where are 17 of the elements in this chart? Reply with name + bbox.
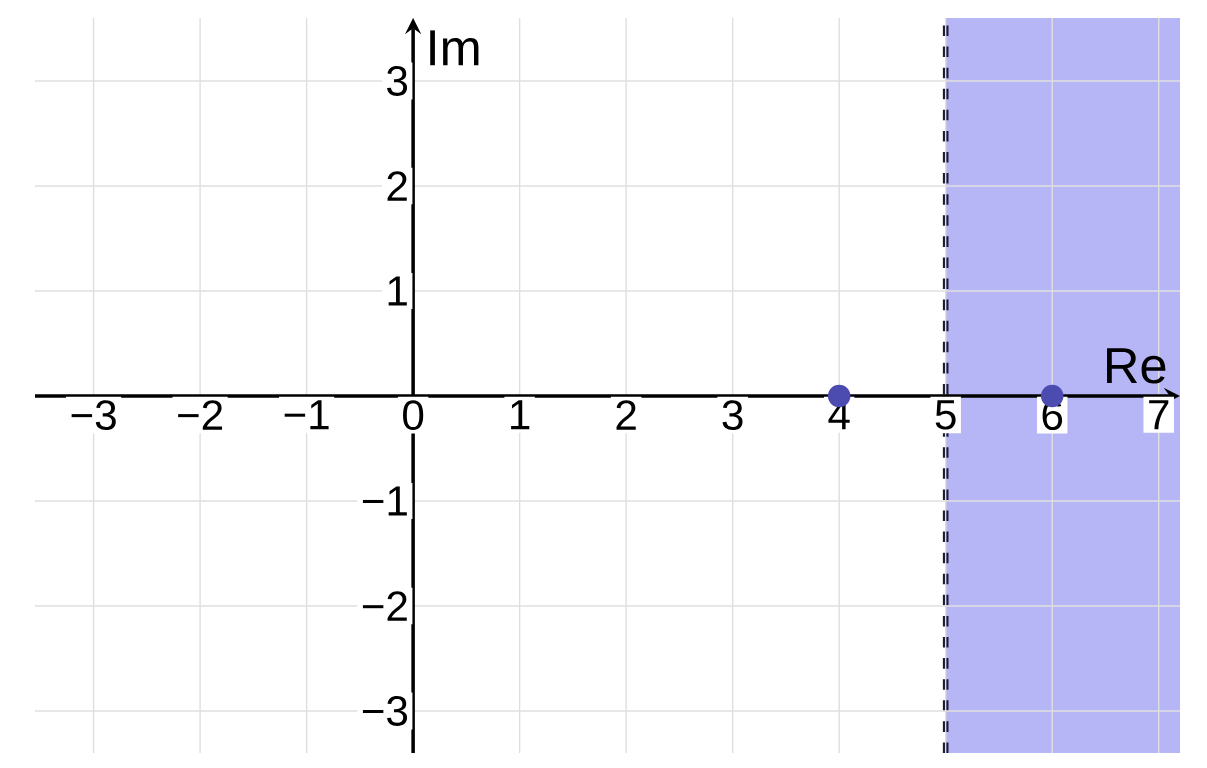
y-tick-label: 3 [387, 66, 408, 96]
x-tick-label: −1 [284, 400, 329, 430]
y-axis-title: Im [430, 30, 479, 66]
x-tick-label: 7 [1149, 400, 1169, 430]
x-tick-label: 3 [722, 400, 743, 431]
y-tick-label: 2 [387, 171, 407, 201]
x-tick-label: −2 [178, 400, 223, 430]
x-tick-label: 0 [403, 400, 424, 431]
x-tick-label: 1 [511, 400, 530, 430]
x-axis-title: Re [1107, 348, 1166, 384]
y-tick-label: −3 [362, 696, 408, 726]
x-tick-label: −3 [71, 400, 116, 431]
x-tick-label: 2 [616, 400, 636, 430]
y-tick-label: 1 [388, 276, 407, 306]
y-tick-label: −2 [362, 591, 407, 621]
x-tick-label: 5 [935, 400, 956, 430]
y-tick-label: −1 [362, 486, 407, 516]
